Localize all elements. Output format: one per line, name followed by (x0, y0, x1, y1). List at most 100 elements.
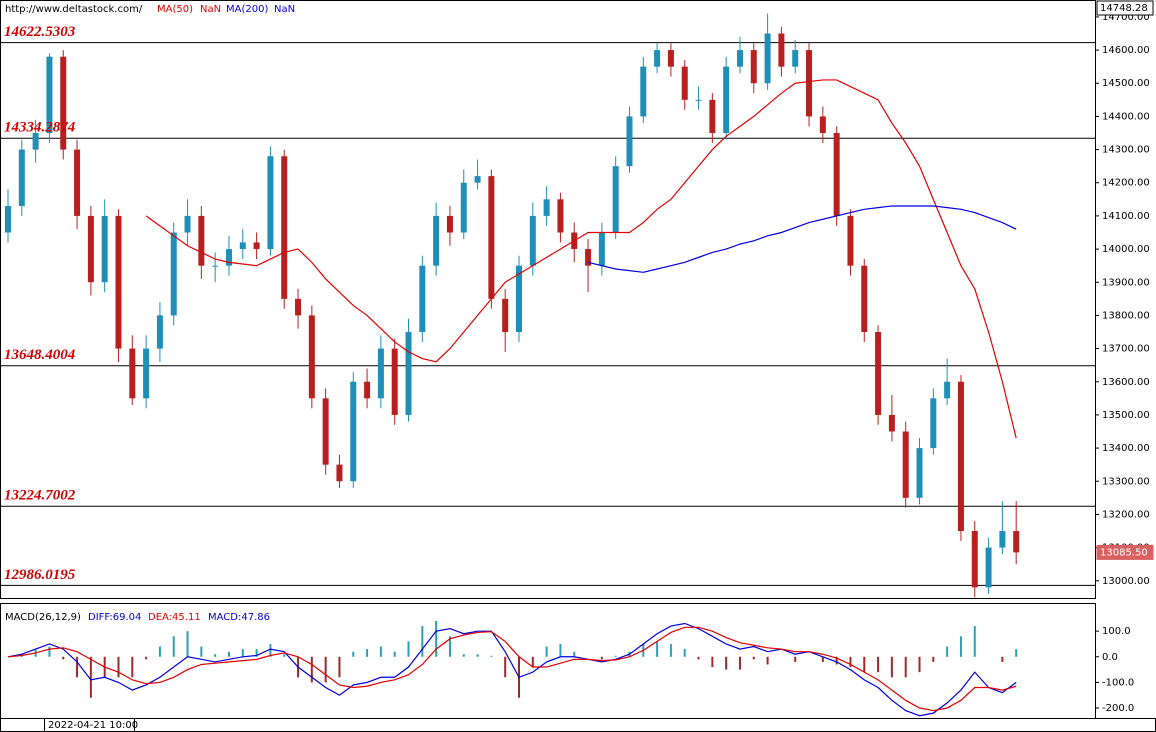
candle-body (336, 464, 343, 482)
candle-body (267, 156, 274, 250)
macd-y-tick-label: -100.0 (1102, 677, 1134, 688)
y-tick-label: 13900.00 (1102, 277, 1150, 288)
candle-body (709, 99, 716, 133)
macd-y-tick-label: -200.0 (1102, 703, 1134, 714)
candle-body (681, 66, 688, 100)
candle-body (32, 132, 39, 150)
candle-body (143, 348, 150, 399)
y-tick-label: 14500.00 (1102, 78, 1150, 89)
candle-body (875, 332, 882, 415)
ma-label: MA(50) (157, 4, 193, 15)
candle-body (198, 215, 205, 266)
candle-body (115, 215, 122, 349)
candle-body (5, 205, 11, 233)
candle-body (819, 116, 826, 133)
y-tick-label: 13200.00 (1102, 509, 1150, 520)
candle-body (585, 249, 592, 266)
candle-body (626, 116, 633, 167)
y-tick-label: 14400.00 (1102, 111, 1150, 122)
candle-body (736, 50, 743, 67)
ma-label: MA(200) (226, 4, 268, 15)
ma-line (587, 205, 1017, 273)
candle-body (944, 381, 951, 399)
candle-body (364, 381, 371, 399)
candle-body (460, 182, 467, 233)
y-tick-label: 13700.00 (1102, 344, 1150, 355)
candle-body (529, 215, 536, 266)
y-tick-label: 13400.00 (1102, 443, 1150, 454)
candle-body (695, 99, 702, 101)
candle-body (46, 56, 53, 133)
macd-title: MACD(26,12,9) (5, 612, 81, 623)
candle-body (723, 66, 730, 133)
price-marker (1096, 0, 1154, 16)
y-tick-label: 13600.00 (1102, 377, 1150, 388)
candle-body (806, 50, 813, 117)
level-label: 14622.5303 (4, 24, 76, 40)
candle-body (930, 398, 937, 449)
candle-body (101, 215, 108, 283)
candle-body (516, 265, 522, 333)
candle-body (488, 176, 495, 299)
candle-body (308, 315, 315, 399)
candle-body (322, 398, 329, 465)
price-marker-label: 13085.50 (1100, 547, 1148, 558)
candle-body (74, 149, 81, 216)
y-tick-label: 14300.00 (1102, 145, 1150, 156)
candle-body (350, 381, 357, 482)
candle-body (971, 531, 978, 588)
candle-body (612, 166, 619, 233)
candle-body (902, 431, 909, 498)
candle-body (654, 50, 661, 67)
price-marker-label: 14748.28 (1100, 3, 1148, 14)
candle-body (239, 242, 246, 250)
candle-body (281, 156, 288, 299)
ma-status: NaN (274, 4, 295, 15)
candle-body (888, 414, 895, 432)
level-label: 14334.2874 (4, 120, 76, 136)
candle-body (847, 215, 854, 266)
candle-body (667, 50, 674, 67)
candle-body (640, 66, 647, 117)
candle-body (60, 56, 67, 150)
macd-diff-line (7, 622, 1017, 717)
y-tick-label: 13500.00 (1102, 410, 1150, 421)
macd-dea-line (7, 626, 1017, 712)
y-tick-label: 14200.00 (1102, 178, 1150, 189)
candle-body (750, 50, 757, 84)
candle-body (129, 348, 136, 399)
candle-body (474, 176, 481, 183)
candle-body (985, 547, 992, 588)
candle-body (170, 232, 177, 316)
candle-body (446, 215, 453, 233)
candle-body (377, 348, 384, 399)
candle-body (999, 531, 1006, 548)
candle-body (405, 332, 412, 415)
y-tick-label: 13000.00 (1102, 576, 1150, 587)
level-label: 13648.4004 (4, 347, 76, 363)
candle-body (87, 215, 94, 283)
macd-diff: DIFF:69.04 (88, 612, 141, 623)
macd-value: MACD:47.86 (208, 612, 270, 623)
candle-body (557, 199, 564, 233)
time-bar (0, 718, 1156, 732)
candle-body (295, 298, 302, 316)
ma-line (145, 79, 1017, 439)
candle-body (861, 265, 868, 333)
candle-body (833, 132, 840, 216)
source-url: http://www.deltastock.com/ (5, 4, 143, 15)
y-tick-label: 13300.00 (1102, 476, 1150, 487)
candle-body (916, 448, 923, 498)
marks (0, 13, 1095, 717)
y-tick-label: 14700.00 (1102, 12, 1150, 23)
macd-y-tick-label: 100.0 (1102, 626, 1131, 637)
macd-dea: DEA:45.11 (148, 612, 201, 623)
candle-body (391, 348, 398, 415)
macd-y-tick-label: 0.0 (1102, 652, 1118, 663)
candle-body (957, 381, 964, 532)
candle-body (253, 242, 260, 250)
price-marker (1096, 544, 1154, 560)
level-label: 13224.7002 (4, 488, 76, 504)
candle-body (1013, 531, 1020, 553)
candle-body (419, 265, 426, 333)
